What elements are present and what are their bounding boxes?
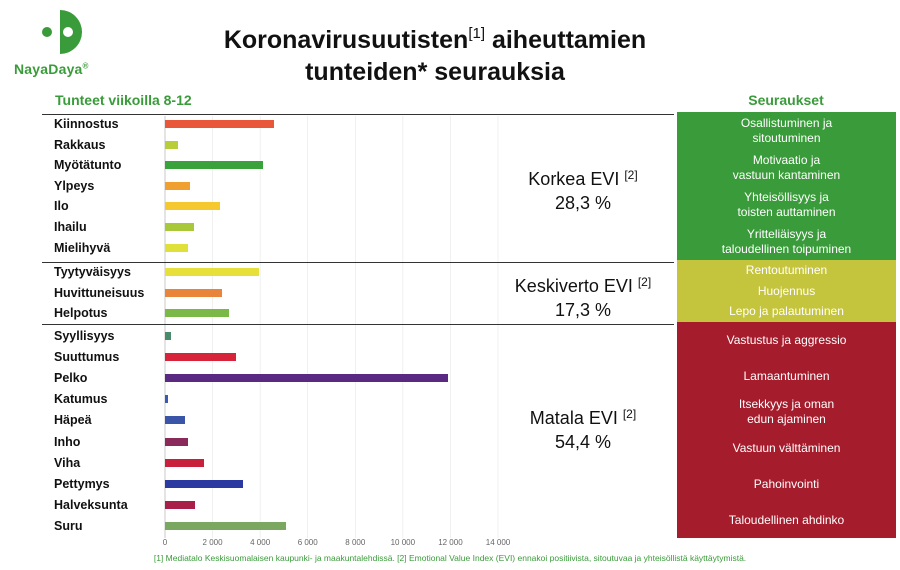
category-label: Pelko (54, 371, 88, 386)
consequence-item: Rentoutuminen (745, 262, 828, 277)
category-label: Halveksunta (54, 497, 128, 512)
bar-pelko (165, 374, 449, 383)
category-label: Ilo (54, 199, 69, 214)
bar-huvittuneisuus (165, 288, 223, 297)
bar-tyytyväisyys (165, 268, 259, 276)
x-tick-label: 12 000 (438, 538, 463, 547)
category-label: Syyllisyys (54, 329, 115, 343)
consequence-item: Vastuun välttäminen (732, 440, 841, 455)
consequence-item: Vastustus ja aggressio (726, 332, 847, 347)
evi-name: Matala EVI [2] (529, 407, 637, 428)
bar-ylpeys (165, 181, 190, 190)
category-label: Inho (54, 434, 81, 449)
bar-ihailu (165, 223, 194, 231)
consequence-item: Lepo ja palautuminen (729, 304, 844, 319)
category-label: Ihailu (54, 220, 87, 234)
emotions-header: Tunteet viikoilla 8-12 (55, 92, 192, 108)
group-separator (42, 114, 674, 115)
bar-suru (165, 521, 287, 530)
logo-text: NayaDaya® (14, 61, 89, 77)
category-label: Rakkaus (54, 137, 106, 152)
x-tick-label: 6 000 (297, 538, 318, 547)
category-label: Viha (54, 455, 81, 470)
footnote: [1] Mediatalo Keskisuomalaisen kaupunki-… (153, 553, 747, 563)
chart-title: Koronavirusuutisten[1] aiheuttamien tunt… (200, 18, 670, 88)
bar-ilo (165, 202, 220, 211)
category-label: Huvittuneisuus (54, 285, 145, 300)
category-label: Kiinnostus (54, 117, 119, 131)
evi-label: Keskiverto EVI [2] 17,3 % (498, 270, 668, 322)
bar-helpotus (165, 309, 230, 318)
bar-myötätunto (165, 161, 263, 170)
naya-daya-logo: NayaDaya® (14, 8, 114, 83)
category-label: Häpeä (54, 413, 92, 428)
x-tick-label: 2 000 (202, 538, 223, 547)
group-separator (42, 262, 674, 263)
consequence-box: Rentoutuminen Huojennus Lepo ja palautumin… (677, 260, 896, 322)
consequence-item: Itsekkyys ja oman edun ajaminen (738, 397, 835, 426)
bar-viha (165, 458, 205, 467)
category-label: Tyytyväisyys (54, 265, 131, 279)
x-tick-label: 0 (162, 538, 168, 547)
bar-syyllisyys (165, 332, 171, 340)
evi-value: 54,4 % (554, 432, 612, 452)
title-line-1: Koronavirusuutisten[1] aiheuttamien (223, 25, 647, 54)
bar-katumus (165, 395, 168, 404)
category-label: Myötätunto (54, 158, 122, 173)
bar-kiinnostus (165, 120, 275, 128)
category-label: Suuttumus (54, 350, 120, 365)
evi-value: 28,3 % (554, 193, 612, 213)
evi-value: 17,3 % (554, 300, 612, 320)
category-label: Suru (54, 518, 83, 533)
evi-label: Matala EVI [2] 54,4 % (498, 402, 668, 454)
x-tick-label: 8 000 (345, 538, 366, 547)
consequence-item: Huojennus (757, 283, 816, 298)
consequences-header: Seuraukset (748, 92, 824, 108)
consequence-item: Yhteisöllisyys ja toisten auttaminen (737, 189, 836, 219)
category-label: Katumus (54, 392, 108, 407)
bar-suuttumus (165, 353, 237, 362)
category-label: Ylpeys (54, 178, 95, 193)
category-label: Mielihyvä (54, 240, 111, 255)
bar-rakkaus (165, 140, 179, 149)
title-line-2: tunteiden* seurauksia (305, 58, 565, 86)
category-label: Helpotus (54, 306, 108, 321)
consequence-item: Osallistuminen ja sitoutuminen (740, 115, 833, 145)
x-tick-label: 4 000 (250, 538, 271, 547)
consequence-item: Taloudellinen ahdinko (728, 512, 845, 527)
bar-mielihyvä (165, 243, 188, 252)
bar-inho (165, 437, 188, 446)
x-tick-label: 14 000 (485, 538, 511, 547)
evi-name: Keskiverto EVI [2] (514, 275, 652, 296)
group-separator (42, 324, 674, 325)
logo-mark-icon (42, 10, 82, 54)
consequence-item: Yritteliäisyys ja taloudellinen toipumine… (721, 226, 852, 256)
category-label: Pettymys (54, 476, 110, 491)
bar-pettymys (165, 479, 244, 488)
consequence-item: Pahoinvointi (753, 476, 820, 491)
evi-name: Korkea EVI [2] (528, 168, 638, 189)
consequence-item: Motivaatio ja vastuun kantaminen (732, 152, 841, 182)
evi-label: Korkea EVI [2] 28,3 % (498, 163, 668, 215)
bar-halveksunta (165, 500, 195, 509)
consequence-box: Osallistuminen ja sitoutuminen Motivaatio … (677, 112, 896, 260)
consequence-box: Vastustus ja aggressio Lamaantuminen Itsek… (677, 322, 896, 538)
x-tick-label: 10 000 (390, 538, 416, 547)
consequence-item: Lamaantuminen (743, 368, 830, 383)
bar-häpeä (165, 416, 186, 425)
